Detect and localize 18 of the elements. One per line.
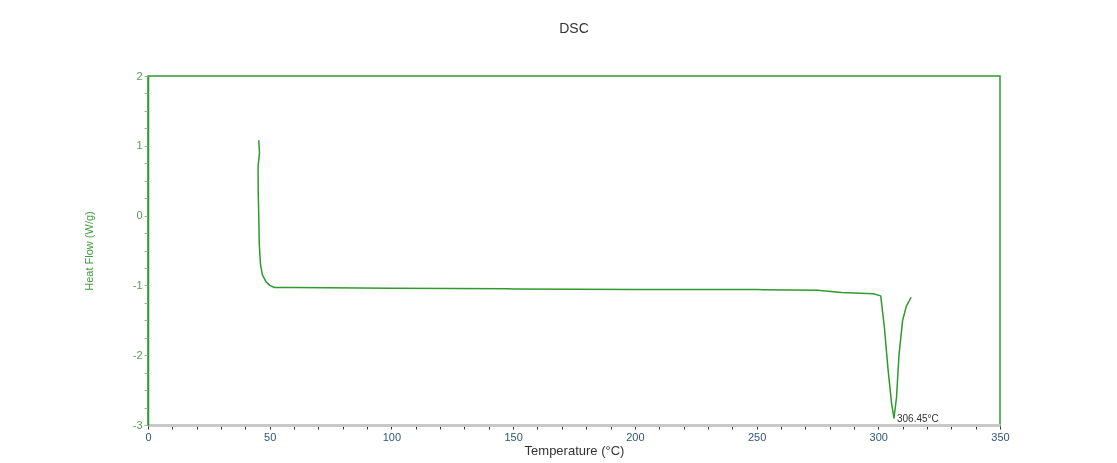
- x-tick-label: 200: [626, 430, 645, 443]
- x-tick-label: 250: [747, 430, 767, 443]
- y-tick-label: -2: [132, 348, 143, 361]
- chart-title: DSC: [559, 20, 589, 36]
- y-tick-label: -3: [132, 418, 143, 431]
- x-tick-label: 150: [504, 430, 523, 443]
- x-tick-label: 0: [145, 430, 152, 443]
- x-tick-label: 350: [991, 430, 1010, 443]
- annotation: 306.45°C: [896, 413, 939, 425]
- y-axis-title: Heat Flow (W/g): [82, 211, 95, 291]
- y-tick-label: -1: [132, 278, 143, 291]
- x-tick-label: 100: [382, 430, 402, 443]
- y-tick-label: 2: [136, 69, 143, 82]
- x-tick-label: 300: [869, 430, 888, 443]
- y-tick-label: 0: [136, 209, 143, 222]
- x-tick-label: 50: [264, 430, 277, 443]
- y-tick-label: 1: [136, 139, 143, 152]
- x-axis-title: Temperature (°C): [524, 442, 625, 458]
